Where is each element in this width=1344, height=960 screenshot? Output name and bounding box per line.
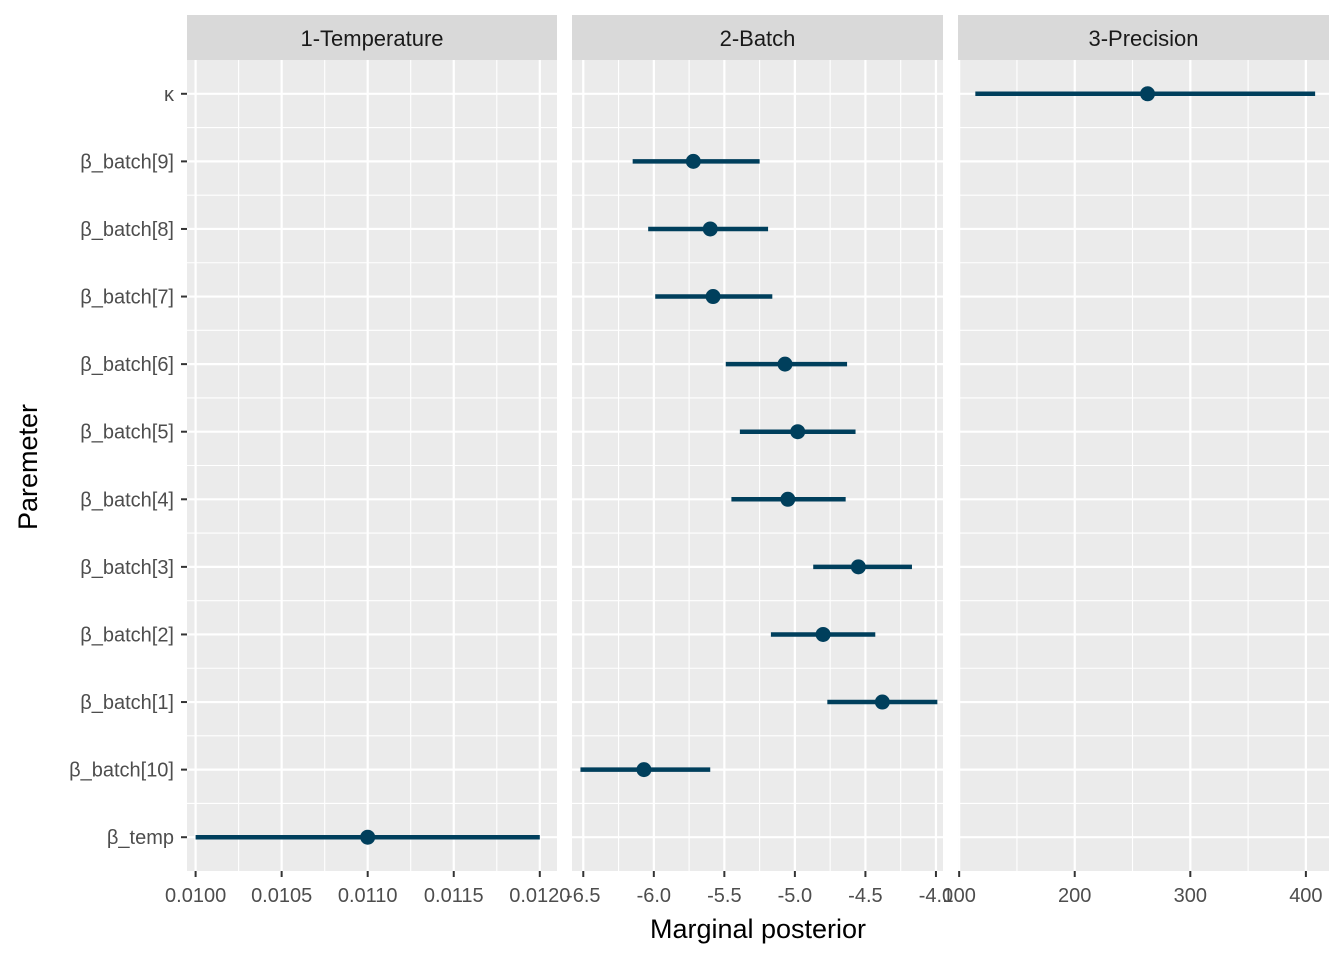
- point-estimate: [636, 762, 652, 778]
- facet-panel: 1-Temperature 0.0100 0.0105 0.0110 0.0115 0.0…: [165, 15, 570, 907]
- facet-strip: [187, 15, 557, 60]
- point-estimate: [790, 424, 806, 440]
- x-tick-label: -4.0: [919, 885, 953, 907]
- y-tick-label: β_batch[4]: [80, 489, 174, 511]
- x-tick-label: 0.0105: [251, 885, 312, 907]
- x-tick-label: 0.0100: [165, 885, 226, 907]
- x-tick-label: -6.5: [566, 885, 600, 907]
- facet-strip: [572, 15, 943, 60]
- y-axis-title: Paremeter: [13, 404, 43, 530]
- point-estimate: [815, 626, 831, 642]
- x-axis-title: Marginal posterior: [650, 914, 866, 944]
- y-axis: β_temp β_batch[10] β_batch[1] β_batch[2] β_b…: [69, 84, 187, 849]
- facet-panel: 3-Precision 100 200 300 400: [942, 15, 1329, 907]
- y-tick-label: β_batch[7]: [80, 287, 174, 309]
- y-tick-label: β_batch[6]: [80, 354, 174, 376]
- y-tick-label: β_batch[9]: [80, 151, 174, 173]
- facet-strip-label: 3-Precision: [1088, 26, 1198, 51]
- point-estimate: [874, 694, 890, 710]
- point-estimate: [705, 289, 721, 305]
- facet-strip: [958, 15, 1329, 60]
- x-tick-label: 100: [942, 885, 975, 907]
- y-tick-label: κ: [164, 84, 175, 106]
- y-tick-label: β_batch[3]: [80, 557, 174, 579]
- y-tick-label: β_temp: [107, 827, 174, 849]
- facet-panel: 2-Batch -6.5 -6.0 -5.5 -5.0 -4.5 -4.0: [566, 15, 953, 907]
- point-estimate: [360, 829, 376, 845]
- x-tick-label: -5.5: [707, 885, 741, 907]
- facet-strip-label: 1-Temperature: [300, 26, 443, 51]
- point-estimate: [780, 491, 796, 507]
- facet-panels: 1-Temperature 0.0100 0.0105 0.0110 0.0115 0.0…: [165, 15, 1329, 907]
- y-tick-label: β_batch[1]: [80, 692, 174, 714]
- x-tick-label: -5.0: [778, 885, 812, 907]
- x-tick-label: -4.5: [848, 885, 882, 907]
- x-tick-label: 200: [1058, 885, 1091, 907]
- y-tick-label: β_batch[8]: [80, 219, 174, 241]
- y-tick-label: β_batch[5]: [80, 422, 174, 444]
- point-estimate: [850, 559, 866, 575]
- point-estimate: [777, 356, 793, 372]
- y-tick-label: β_batch[10]: [69, 760, 174, 782]
- y-tick-label: β_batch[2]: [80, 624, 174, 646]
- x-tick-label: 0.0115: [424, 885, 484, 907]
- x-tick-label: -6.0: [637, 885, 671, 907]
- point-estimate: [685, 153, 701, 169]
- point-estimate: [702, 221, 718, 237]
- x-tick-label: 0.0110: [338, 885, 398, 907]
- point-estimate: [1140, 86, 1156, 102]
- x-tick-label: 300: [1174, 885, 1207, 907]
- facet-strip-label: 2-Batch: [720, 26, 796, 51]
- x-tick-label: 400: [1289, 885, 1322, 907]
- x-tick-label: 0.0120: [509, 885, 570, 907]
